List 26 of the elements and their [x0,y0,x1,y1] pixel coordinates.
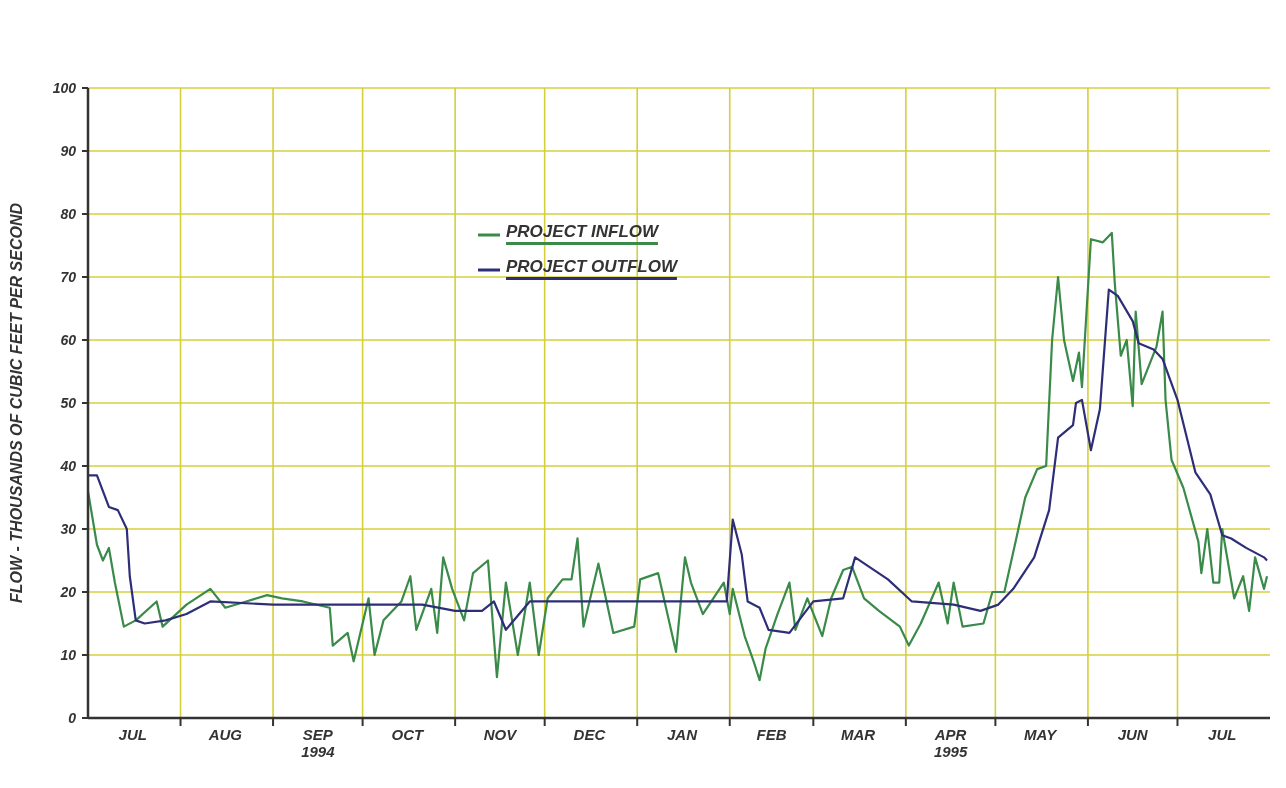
x-tick-label: MAY [1024,726,1059,743]
y-tick-label: 0 [68,710,77,726]
y-tick-label: 30 [60,521,77,537]
x-tick-label: OCT [391,726,426,743]
y-tick-label: 40 [59,458,77,474]
x-tick-label: APR 1995 [933,726,968,760]
y-tick-label: 100 [52,80,77,96]
x-tick-label: JAN [666,726,699,743]
y-tick-label: 20 [59,584,77,600]
y-tick-label: 10 [60,647,77,663]
y-tick-label: 50 [60,395,77,411]
x-tick-label: JUL [118,726,147,743]
y-tick-label: 80 [60,206,77,222]
x-tick-label: FEB [756,726,787,743]
x-tick-label: DEC [573,726,607,743]
y-tick-label: 70 [60,269,77,285]
x-tick-label: MAR [841,726,876,743]
x-tick-label: SEP 1994 [301,726,336,760]
x-tick-label: AUG [207,726,243,743]
y-axis-title: FLOW - THOUSANDS OF CUBIC FEET PER SECOND [7,202,25,603]
y-tick-label: 90 [60,143,77,159]
line-series [88,288,1269,635]
x-tick-label: NOV [483,726,519,743]
x-tick-label: JUL [1208,726,1237,743]
x-tick-label: JUN [1117,726,1149,743]
y-tick-label: 60 [60,332,77,348]
